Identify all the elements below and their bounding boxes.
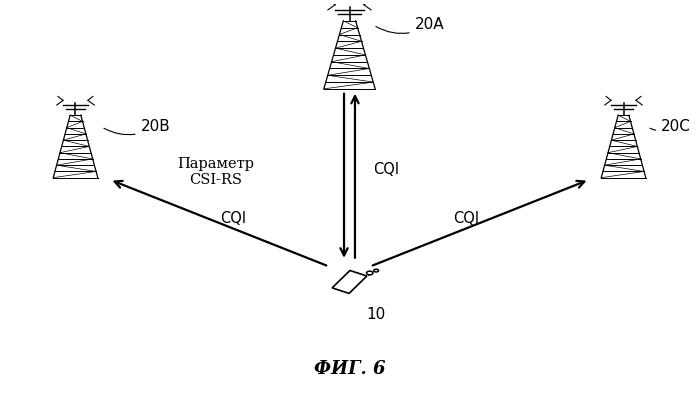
Text: Параметр
CSI-RS: Параметр CSI-RS [178,157,254,187]
Text: 20C: 20C [650,119,691,134]
Text: 10: 10 [366,307,386,322]
Text: CQI: CQI [220,211,246,226]
Text: 20A: 20A [376,17,444,33]
Text: 20B: 20B [104,119,171,135]
Text: CQI: CQI [373,162,400,177]
Text: ФИГ. 6: ФИГ. 6 [314,361,385,379]
Text: CQI: CQI [453,211,479,226]
